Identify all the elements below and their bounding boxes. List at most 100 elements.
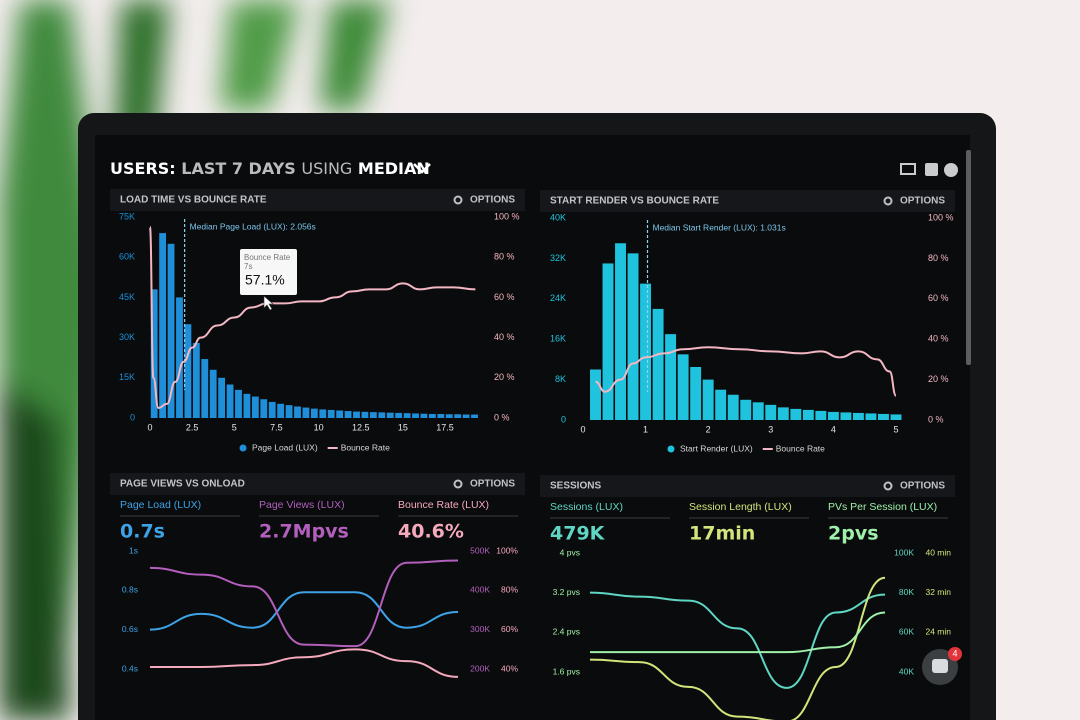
- title-part: USING: [301, 159, 352, 178]
- y2-tick-label: 20 %: [494, 372, 515, 382]
- display-icon[interactable]: [900, 163, 916, 175]
- x-tick-label: 1: [643, 424, 648, 434]
- y2-tick-label: 20 %: [928, 374, 949, 384]
- metric-label[interactable]: Page Load (LUX): [120, 499, 201, 511]
- histogram-bar: [865, 413, 877, 420]
- options-button[interactable]: OPTIONS: [470, 479, 515, 490]
- metric-label[interactable]: Page Views (LUX): [259, 499, 345, 511]
- legend-swatch: [667, 445, 675, 453]
- histogram-bar: [715, 389, 727, 420]
- share-icon[interactable]: [925, 163, 938, 176]
- tooltip-x: 7s: [244, 262, 252, 271]
- metric-label[interactable]: Bounce Rate (LUX): [398, 499, 489, 511]
- title-part: USERS:: [110, 159, 176, 178]
- y-tick-label: 4 pvs: [560, 547, 580, 557]
- histogram-bar: [378, 412, 386, 418]
- y-tick-label: 32K: [550, 253, 566, 263]
- histogram-bar: [462, 414, 470, 418]
- histogram-bar: [877, 413, 889, 420]
- metric-label[interactable]: Sessions (LUX): [550, 501, 623, 513]
- histogram-bar: [677, 354, 689, 420]
- x-tick-label: 0: [147, 422, 152, 432]
- panel-title: LOAD TIME VS BOUNCE RATE: [120, 195, 267, 206]
- tooltip-title: Bounce Rate: [244, 253, 291, 262]
- histogram-bar: [690, 366, 702, 420]
- options-button[interactable]: OPTIONS: [900, 196, 945, 207]
- y-tick-label: 1s: [129, 545, 138, 555]
- legend-swatch: [239, 444, 247, 452]
- y3-tick-label: 60%: [501, 624, 518, 634]
- legend-label[interactable]: Bounce Rate: [341, 442, 390, 452]
- histogram-bar: [702, 379, 714, 420]
- chat-icon: [932, 659, 948, 673]
- dropdown-chevron[interactable]: [413, 163, 431, 174]
- histogram-bar: [802, 409, 814, 420]
- histogram-bar: [159, 233, 167, 418]
- x-tick-label: 12.5: [352, 422, 370, 432]
- options-button[interactable]: OPTIONS: [470, 195, 515, 206]
- histogram-bar: [652, 308, 664, 420]
- histogram-bar: [327, 409, 335, 418]
- y2-tick-label: 400K: [470, 585, 490, 595]
- tooltip-value: 57.1%: [245, 272, 285, 288]
- y-tick-label: 40K: [550, 212, 566, 222]
- histogram-bar: [727, 394, 739, 420]
- tooltip: [240, 249, 297, 295]
- y-tick-label: 60K: [119, 252, 135, 262]
- options-icon[interactable]: [883, 196, 893, 206]
- dashboard-title[interactable]: USERS: LAST 7 DAYS USING MEDIAN: [110, 159, 430, 178]
- legend-label[interactable]: Start Render (LUX): [680, 443, 753, 453]
- histogram-bar: [361, 411, 369, 418]
- metric-label[interactable]: Session Length (LUX): [689, 501, 792, 513]
- y2-tick-label: 200K: [470, 663, 490, 673]
- median-label: Median Start Render (LUX): 1.031s: [653, 222, 786, 232]
- panel-header: [540, 475, 955, 497]
- series-line: [589, 591, 886, 689]
- y3-tick-label: 80%: [501, 585, 518, 595]
- histogram-bar: [412, 413, 419, 418]
- histogram-bar: [765, 404, 777, 420]
- metric-label[interactable]: PVs Per Session (LUX): [828, 501, 937, 513]
- histogram-bar: [815, 410, 827, 420]
- y-tick-label: 15K: [119, 372, 135, 382]
- y3-tick-label: 40%: [501, 663, 518, 673]
- histogram-bar: [277, 403, 285, 418]
- options-icon[interactable]: [453, 479, 463, 489]
- y-tick-label: 0.8s: [122, 585, 138, 595]
- toolbar: [900, 163, 958, 177]
- y-tick-label: 3.2 pvs: [553, 587, 580, 597]
- y-tick-label: 16K: [550, 334, 566, 344]
- options-icon[interactable]: [453, 195, 463, 205]
- options-icon[interactable]: [883, 481, 893, 491]
- y2-tick-label: 80K: [899, 587, 914, 597]
- scrollbar[interactable]: [966, 150, 971, 365]
- y2-tick-label: 100 %: [928, 212, 954, 222]
- histogram-bar: [167, 243, 175, 418]
- y3-tick-label: 100%: [496, 545, 518, 555]
- y-tick-label: 0.6s: [122, 624, 138, 634]
- x-tick-label: 5: [232, 422, 237, 432]
- histogram-bar: [336, 410, 344, 418]
- help-icon[interactable]: [944, 163, 958, 177]
- metric-value: 2pvs: [828, 523, 879, 545]
- y-tick-label: 30K: [119, 332, 135, 342]
- x-tick-label: 2: [706, 424, 711, 434]
- metric-value: 2.7Mpvs: [259, 521, 349, 543]
- histogram-bar: [420, 413, 428, 418]
- y2-tick-label: 40K: [899, 666, 914, 676]
- metric-value: 40.6%: [398, 521, 464, 543]
- metric-value: 0.7s: [120, 521, 165, 543]
- bounce-rate-line: [595, 346, 897, 397]
- title-part: MEDIAN: [358, 159, 430, 178]
- options-button[interactable]: OPTIONS: [900, 481, 945, 492]
- x-tick-label: 5: [893, 424, 898, 434]
- legend-label[interactable]: Bounce Rate: [776, 443, 825, 453]
- x-tick-label: 15: [398, 422, 408, 432]
- panel-title: SESSIONS: [550, 481, 601, 492]
- histogram-bar: [454, 414, 462, 418]
- histogram-bar: [740, 399, 752, 420]
- legend-label[interactable]: Page Load (LUX): [252, 442, 318, 452]
- y2-tick-label: 40 %: [928, 334, 949, 344]
